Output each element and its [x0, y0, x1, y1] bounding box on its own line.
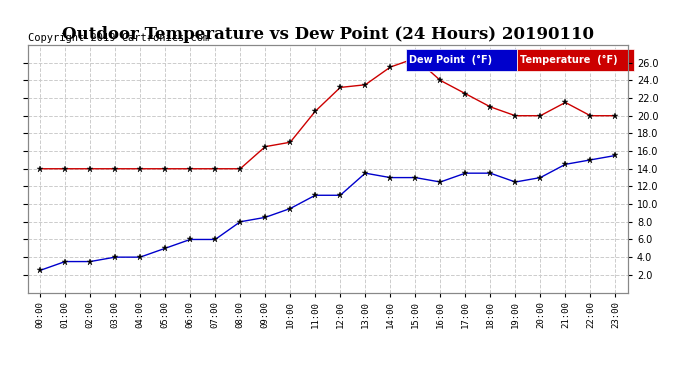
Text: Copyright 2019 Cartronics.com: Copyright 2019 Cartronics.com [28, 33, 209, 42]
Text: Dew Point  (°F): Dew Point (°F) [408, 55, 492, 65]
FancyBboxPatch shape [406, 49, 517, 71]
Text: Temperature  (°F): Temperature (°F) [520, 55, 618, 65]
Title: Outdoor Temperature vs Dew Point (24 Hours) 20190110: Outdoor Temperature vs Dew Point (24 Hou… [61, 27, 594, 44]
FancyBboxPatch shape [517, 49, 634, 71]
